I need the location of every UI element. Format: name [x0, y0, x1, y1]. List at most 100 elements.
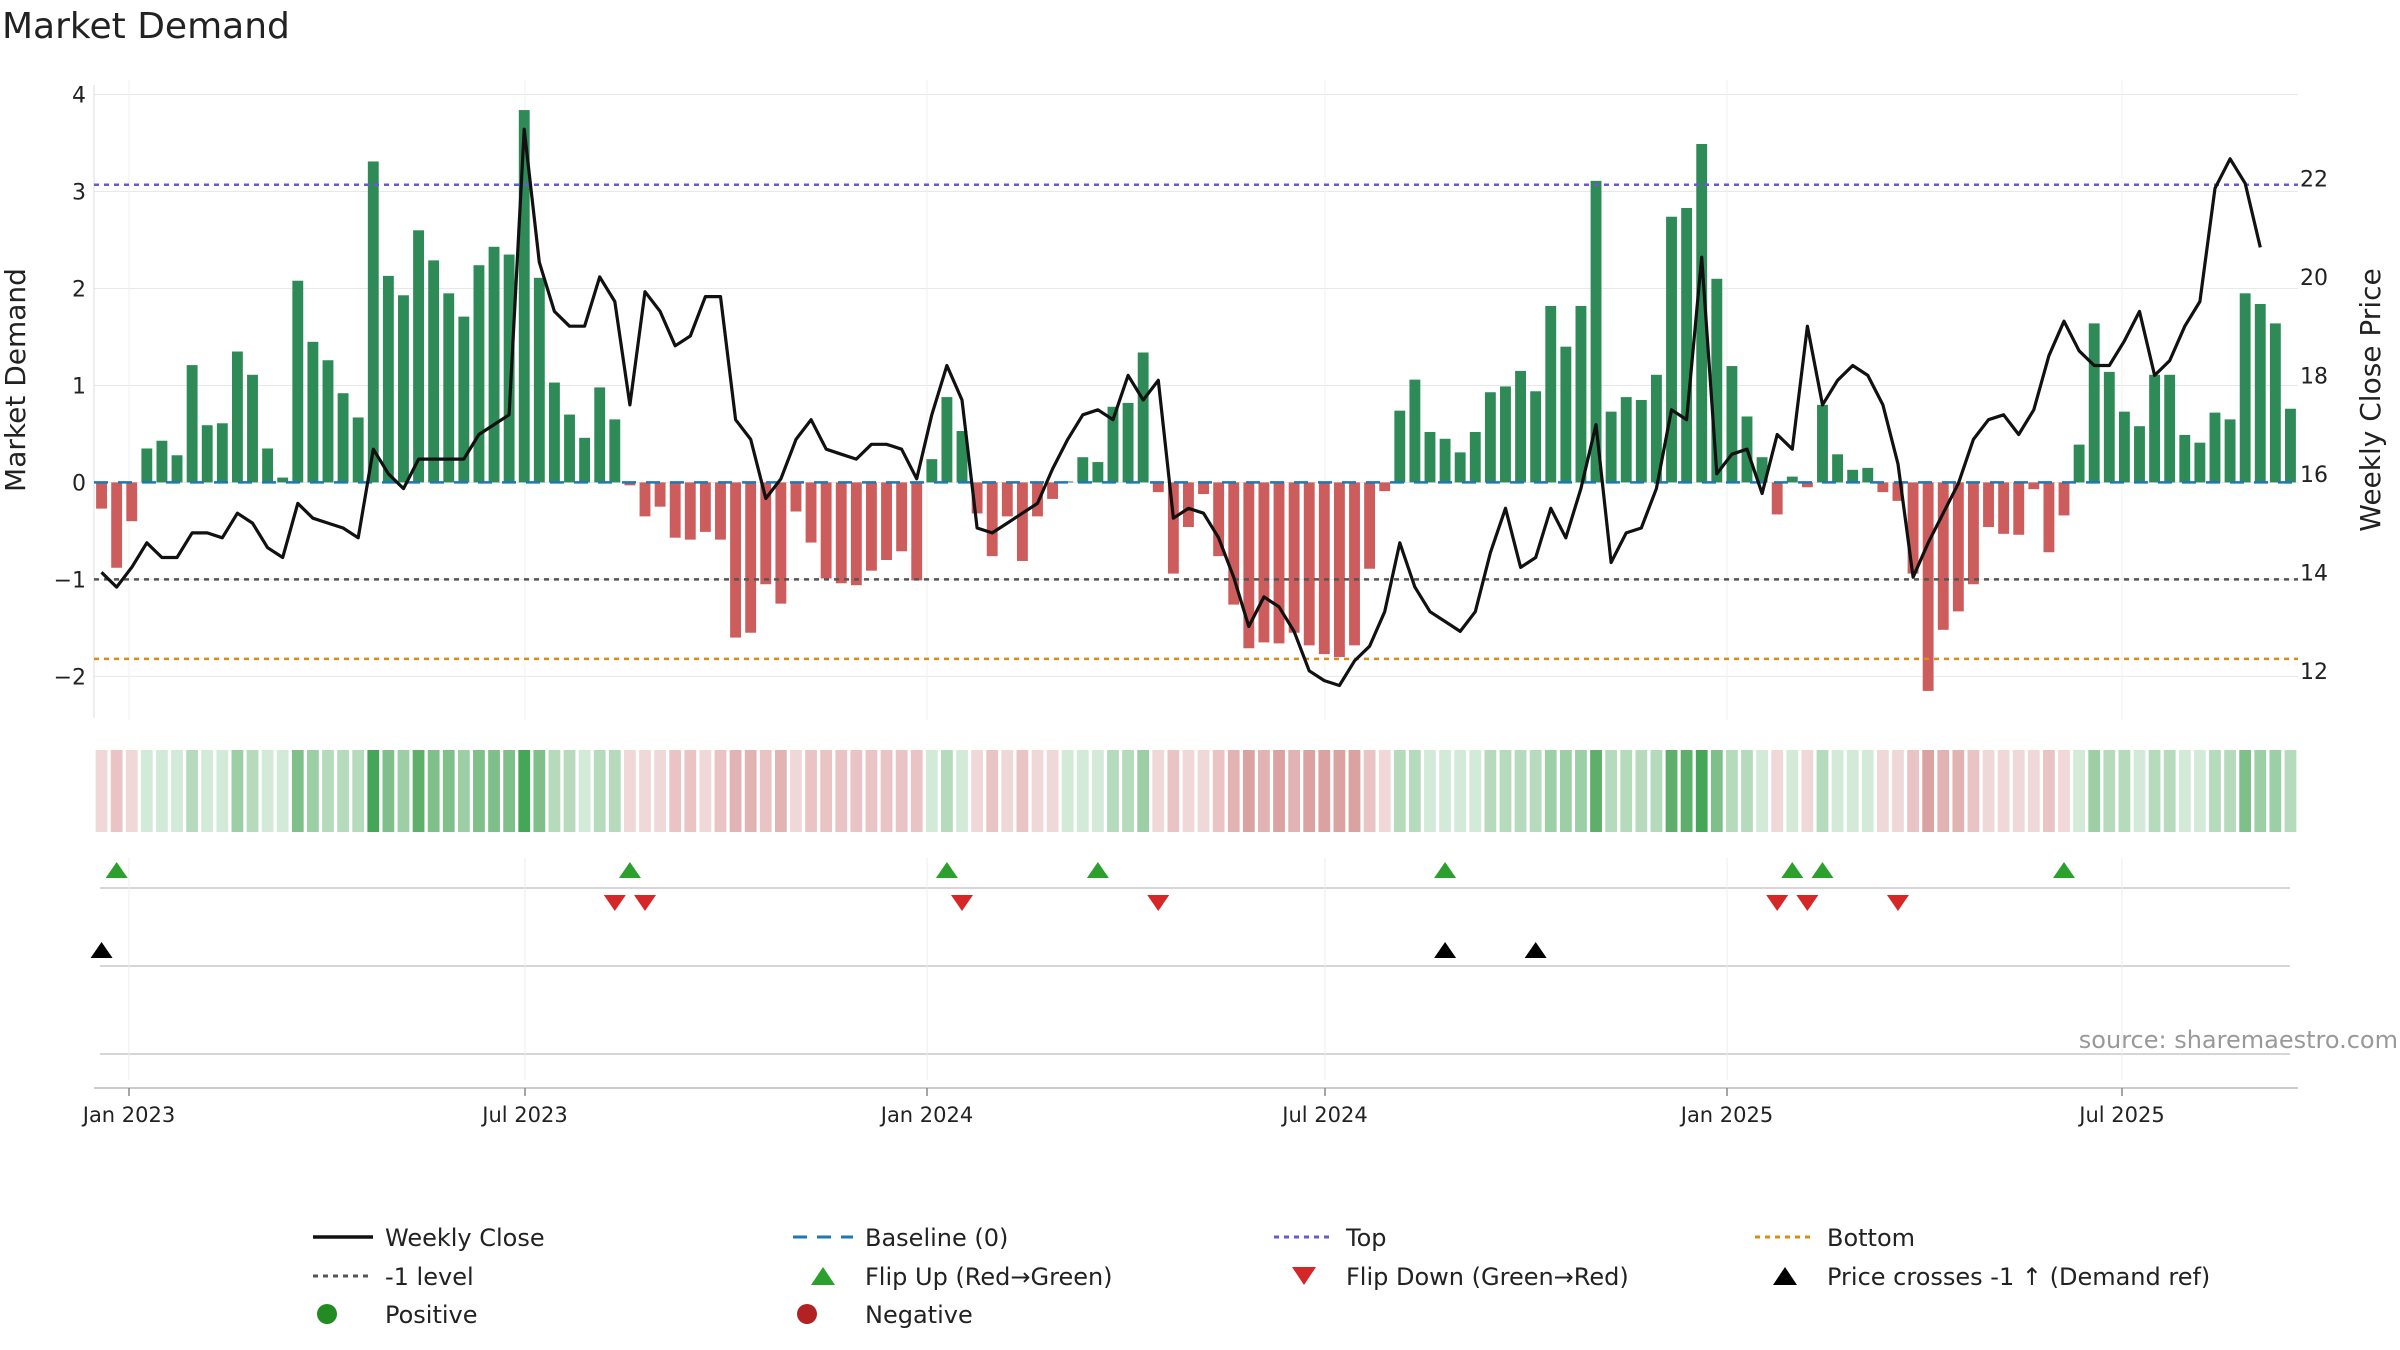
demand-bar	[2088, 323, 2100, 483]
heat-cell	[352, 750, 365, 832]
heat-cell	[790, 750, 802, 832]
demand-bar	[1711, 278, 1723, 483]
price-cross-marker	[1434, 942, 1457, 958]
heat-cell	[2163, 750, 2176, 832]
demand-bar	[2269, 323, 2281, 483]
demand-bar	[850, 482, 862, 586]
heat-cell	[1454, 750, 1467, 832]
demand-bar	[2209, 412, 2221, 483]
demand-bar	[1394, 410, 1406, 483]
heat-cell	[1348, 750, 1361, 832]
heat-cell	[1288, 750, 1301, 832]
heat-cell	[2027, 750, 2040, 832]
demand-bar	[715, 482, 726, 540]
demand-bar	[1484, 392, 1496, 483]
heat-cell	[1590, 750, 1602, 832]
demand-bar	[1047, 482, 1059, 499]
demand-bar	[292, 280, 304, 483]
legend-label: Bottom	[1827, 1224, 1915, 1252]
flip-down-marker	[634, 895, 656, 911]
heat-cell	[1076, 750, 1089, 832]
heat-cell	[1861, 750, 1874, 832]
demand-bar	[1258, 482, 1270, 643]
heat-cell	[1212, 750, 1225, 832]
heat-cell	[624, 750, 636, 832]
demand-bar	[1213, 482, 1225, 557]
heat-cell	[1997, 750, 2010, 832]
demand-bar	[1998, 482, 2010, 534]
heat-cell	[1559, 750, 1572, 832]
legend-label: Top	[1345, 1224, 1387, 1252]
flip-down-marker	[1766, 895, 1789, 911]
date-tick-label: Jan 2023	[81, 1103, 176, 1127]
demand-bar	[684, 482, 696, 540]
heat-cell	[1786, 750, 1799, 832]
heat-cell	[759, 750, 772, 832]
legend-label: Weekly Close	[385, 1224, 545, 1252]
heat-cell	[729, 750, 742, 832]
heat-cell	[1424, 750, 1436, 832]
heat-cell	[322, 750, 334, 832]
y-axis-label: Market Demand	[0, 268, 32, 492]
heat-cell	[291, 750, 304, 832]
date-tick-label: Jan 2024	[879, 1103, 974, 1127]
demand-bar	[1862, 467, 1874, 483]
heat-cell	[986, 750, 999, 832]
heat-cell	[488, 750, 500, 832]
heat-cell	[1514, 750, 1527, 832]
demand-bar	[533, 277, 545, 483]
heat-cell	[1046, 750, 1059, 832]
demand-bar	[216, 423, 228, 483]
demand-bar	[1922, 482, 1934, 691]
demand-bar	[1288, 482, 1300, 633]
y2-tick-label: 14	[2300, 561, 2328, 586]
heat-cell	[110, 750, 123, 832]
date-tick-label: Jul 2023	[480, 1103, 567, 1127]
demand-bar	[2285, 408, 2296, 483]
heat-cell	[941, 750, 953, 832]
demand-bars	[96, 110, 2296, 691]
demand-bar	[398, 295, 409, 483]
demand-bar	[775, 482, 787, 604]
heat-cell	[774, 750, 787, 832]
heat-cell	[1741, 750, 1753, 832]
heat-cell	[1816, 750, 1829, 832]
demand-bar	[1152, 482, 1164, 493]
heat-cell	[1303, 750, 1316, 832]
y2-tick-label: 16	[2300, 463, 2328, 488]
demand-bar	[1349, 482, 1360, 646]
heat-cell	[1137, 750, 1150, 832]
flip-up-marker	[1781, 862, 1804, 878]
demand-bar	[745, 482, 757, 633]
demand-bar	[835, 482, 847, 584]
demand-bar	[654, 482, 666, 507]
y-tick-label: 1	[72, 374, 86, 399]
heat-cell	[910, 750, 923, 832]
date-tick-label: Jan 2025	[1679, 1103, 1774, 1127]
demand-bar	[367, 161, 379, 483]
demand-bar	[1092, 462, 1104, 483]
heat-cell	[2118, 750, 2131, 832]
demand-bar	[2239, 293, 2251, 483]
demand-bar	[1107, 406, 1119, 483]
heat-cell	[1393, 750, 1406, 832]
demand-bar	[624, 482, 636, 486]
heat-cell	[140, 750, 153, 832]
date-tick-label: Jul 2024	[1280, 1103, 1367, 1127]
source-note: source: sharemaestro.com	[2079, 1026, 2398, 1054]
heat-cell	[1937, 750, 1950, 832]
heat-cell	[1575, 750, 1587, 832]
heat-cell	[2012, 750, 2025, 832]
heat-cell	[1635, 750, 1648, 832]
demand-bar	[2103, 371, 2115, 483]
heat-cell	[2088, 750, 2101, 832]
y2-tick-label: 22	[2300, 167, 2328, 192]
demand-bar	[2224, 419, 2236, 483]
legend: Weekly Close Baseline (0) Top Bottom -1 leve…	[313, 1224, 2210, 1329]
demand-bar	[201, 425, 213, 483]
demand-bar	[1032, 482, 1043, 517]
flip-up-marker	[1086, 862, 1109, 878]
flip-down-marker	[1147, 895, 1170, 911]
y-tick-label: −1	[54, 568, 86, 593]
legend-swatch-triangle-up	[811, 1267, 835, 1285]
